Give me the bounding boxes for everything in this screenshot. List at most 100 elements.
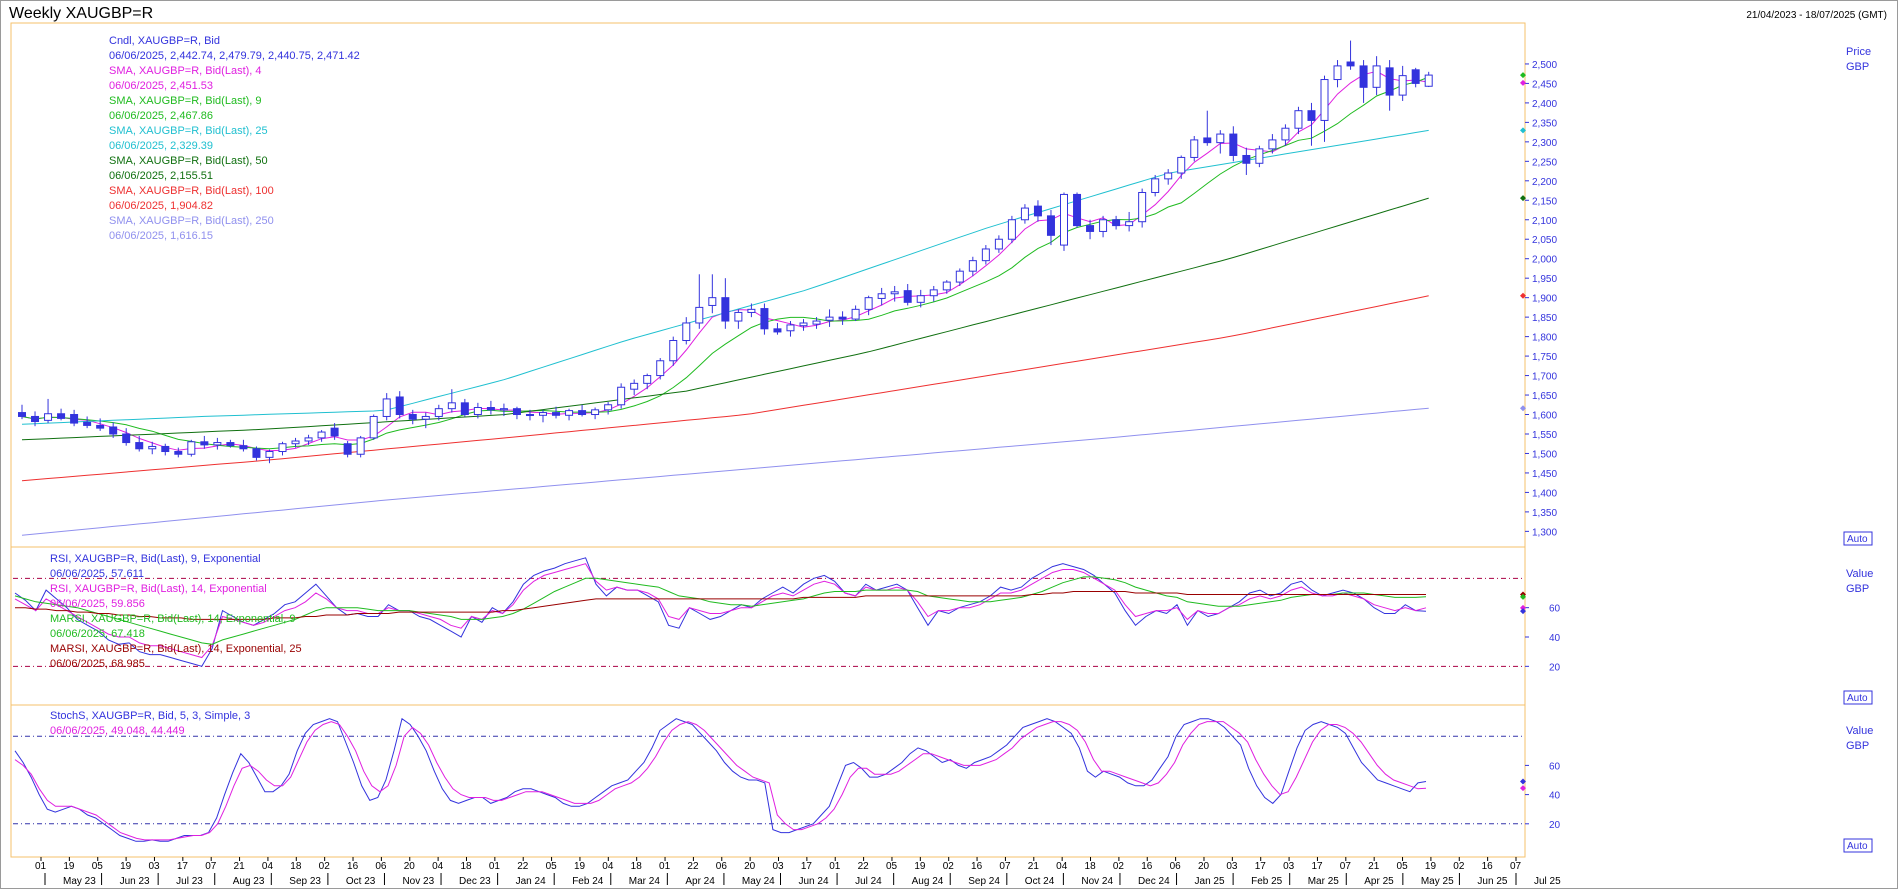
candle	[838, 311, 847, 325]
price-auto-button[interactable]: Auto	[1843, 531, 1873, 546]
price-tick-label: 2,350	[1532, 118, 1557, 129]
candle	[499, 403, 508, 417]
price-tick-label: 2,100	[1532, 216, 1557, 227]
candle	[591, 407, 600, 420]
candle	[968, 256, 977, 277]
stoch-tick-label: 40	[1549, 791, 1561, 802]
day-label: 02	[1113, 861, 1125, 872]
candle	[604, 402, 613, 415]
candle	[31, 411, 40, 427]
candle	[1033, 200, 1042, 222]
day-label: 07	[999, 861, 1011, 872]
candle	[161, 443, 170, 456]
candle-body	[656, 360, 665, 377]
candle	[343, 441, 352, 458]
candle-body	[486, 407, 495, 411]
rsi-axis-ticks: 20 40 60	[1520, 591, 1561, 673]
rsi-tick-label: 40	[1549, 633, 1561, 644]
day-label: 05	[1397, 861, 1409, 872]
candle-body	[630, 382, 639, 390]
price-tick-label: 2,050	[1532, 235, 1557, 246]
price-axis-title: Price	[1846, 46, 1871, 58]
candle	[1203, 110, 1212, 146]
candle-body	[721, 297, 730, 322]
candle	[382, 393, 391, 421]
stoch-axis-unit: GBP	[1846, 740, 1869, 752]
candle	[96, 418, 105, 431]
rsi-auto-label: Auto	[1847, 693, 1868, 704]
day-label: 03	[1283, 861, 1295, 872]
candle	[1385, 60, 1394, 111]
candle	[695, 274, 704, 329]
candle-body	[525, 414, 534, 417]
candle-body	[1073, 193, 1082, 227]
candle	[942, 280, 951, 294]
price-tick-label: 1,350	[1532, 508, 1557, 519]
candle	[304, 434, 313, 445]
candle	[799, 319, 808, 331]
stoch-auto-button[interactable]: Auto	[1843, 838, 1873, 853]
rsi-auto-button[interactable]: Auto	[1843, 690, 1873, 705]
candle-body	[851, 308, 860, 320]
month-label: Jul 23	[176, 876, 203, 887]
month-label: Jul 24	[855, 876, 882, 887]
candle-body	[708, 297, 717, 306]
candle	[174, 447, 183, 458]
stoch-auto-label: Auto	[1847, 841, 1868, 852]
rsi-last-marker	[1520, 608, 1526, 615]
price-tick-label: 1,700	[1532, 372, 1557, 383]
legend-marsi25: MARSI, XAUGBP=R, Bid(Last), 14, Exponent…	[50, 643, 302, 655]
day-label: 18	[290, 861, 302, 872]
candle	[239, 439, 248, 452]
candle-body	[109, 426, 118, 435]
candle-body	[734, 311, 743, 322]
stoch-tick-label: 20	[1549, 820, 1561, 831]
candle	[734, 309, 743, 329]
candle-body	[1112, 219, 1121, 227]
last-value-marker	[1520, 127, 1526, 134]
candle-body	[304, 437, 313, 442]
candle-body	[1385, 67, 1394, 96]
candle-body	[864, 297, 873, 310]
sma50-line	[21, 197, 1429, 441]
month-label: Apr 24	[685, 876, 715, 887]
candle	[486, 400, 495, 415]
legend-sma25: SMA, XAUGBP=R, Bid(Last), 25	[109, 125, 268, 137]
candle	[1424, 71, 1433, 88]
candle	[434, 404, 443, 421]
day-label: 17	[1311, 861, 1323, 872]
month-label: Jan 24	[516, 876, 546, 887]
candle-body	[1398, 75, 1407, 96]
candle	[1398, 65, 1407, 101]
stoch-last-marker	[1520, 778, 1526, 785]
month-label: Oct 24	[1025, 876, 1055, 887]
day-label: 17	[177, 861, 189, 872]
rsi-last-marker	[1520, 593, 1526, 600]
price-tick-label: 1,900	[1532, 294, 1557, 305]
month-label: Jul 25	[1534, 876, 1561, 887]
candle	[656, 358, 665, 380]
candle	[1086, 219, 1095, 240]
legend-sma4-value: 06/06/2025, 2,451.53	[109, 80, 213, 92]
candle-body	[1125, 221, 1134, 227]
candle-body	[604, 404, 613, 411]
candle	[18, 404, 26, 420]
stoch-plot	[14, 717, 1427, 842]
candle	[864, 295, 873, 316]
month-label: Sep 24	[968, 876, 1000, 887]
candle	[1255, 145, 1264, 168]
day-label: 17	[1255, 861, 1267, 872]
legend-cndl: Cndl, XAUGBP=R, Bid	[109, 35, 220, 47]
candle-body	[786, 324, 795, 332]
month-label: Sep 23	[289, 876, 321, 887]
candle	[512, 406, 521, 420]
day-label: 21	[234, 861, 246, 872]
legend-sma50: SMA, XAUGBP=R, Bid(Last), 50	[109, 155, 268, 167]
day-label: 04	[432, 861, 444, 872]
month-label: Nov 23	[402, 876, 434, 887]
candle-body	[799, 322, 808, 327]
month-label: Mar 25	[1308, 876, 1340, 887]
candle-body	[1020, 207, 1029, 221]
candle-body	[1151, 178, 1160, 193]
